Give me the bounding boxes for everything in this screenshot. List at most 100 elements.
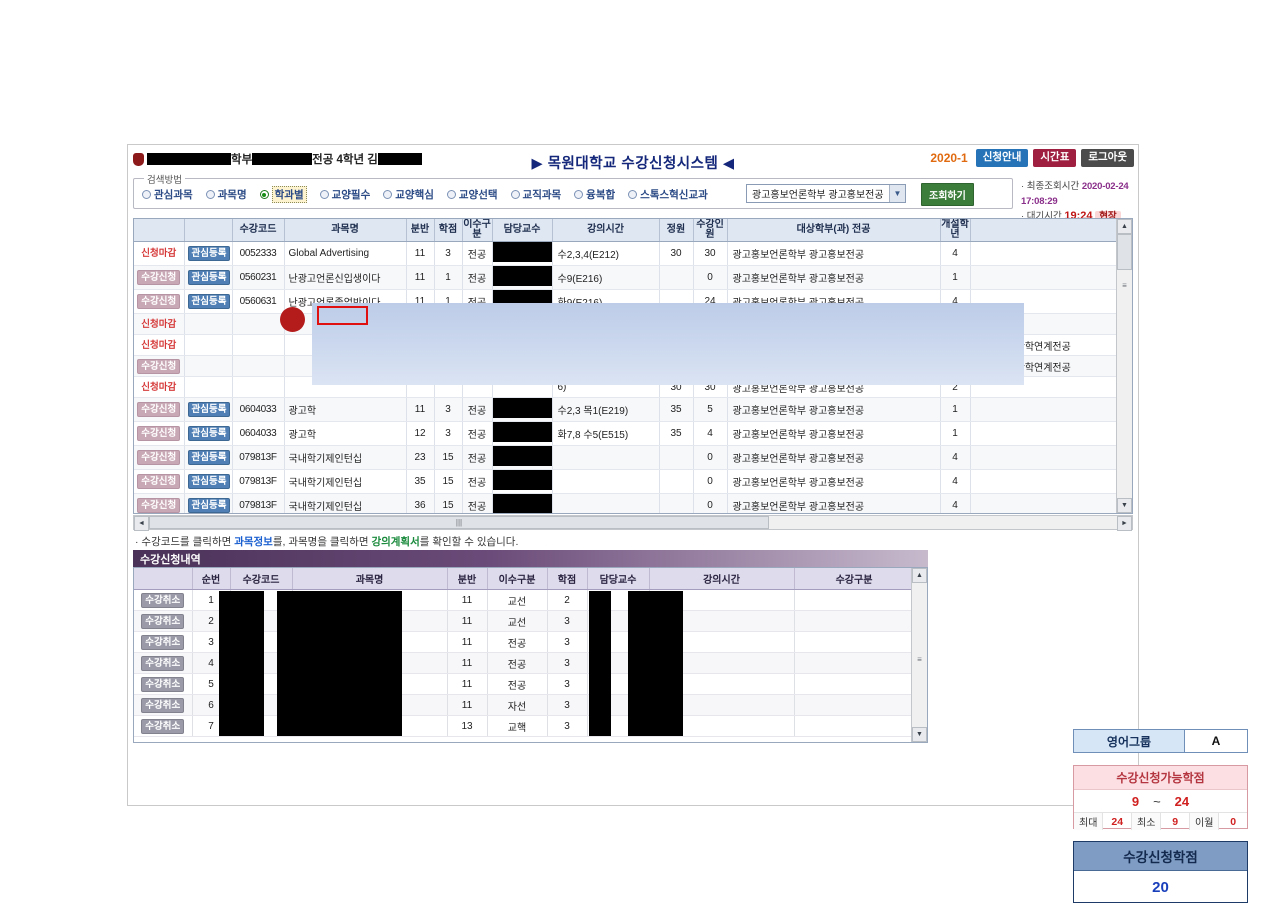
cell-cancel[interactable]: 수강취소 — [134, 610, 193, 632]
radio-option-gyoyangseontaek[interactable]: 교양선택 — [446, 187, 498, 202]
table-row[interactable]: 신청마감 9) 30 30 광고홍보언론학부 광고홍보전공 3 혁신전공-산학연계전공 — [134, 334, 1120, 356]
status-badge[interactable]: 신청마감 — [141, 381, 177, 393]
guide-button[interactable]: 신청안내 — [975, 149, 1029, 167]
cell-favorite[interactable] — [184, 355, 233, 377]
table-row[interactable]: 수강신청 관심등록 0604033 광고학 12 3 전공 화7,8 수5(E515) 35 4 광… — [134, 421, 1120, 446]
cell-code[interactable] — [232, 334, 285, 356]
cell-status[interactable]: 신청마감 — [134, 241, 185, 266]
radio-circle-icon[interactable] — [142, 190, 151, 199]
scrollbar-thumb[interactable] — [1117, 234, 1132, 270]
cell-status[interactable]: 수강신청 — [134, 421, 185, 446]
radio-option-yungbokhap[interactable]: 융복합 — [574, 187, 615, 202]
scroll-up-icon[interactable]: ▲ — [1117, 219, 1132, 234]
status-badge[interactable]: 수강신청 — [137, 270, 181, 285]
cell-status[interactable]: 신청마감 — [134, 313, 185, 335]
cell-code[interactable]: 079813F — [232, 493, 285, 513]
radio-circle-icon[interactable] — [574, 190, 584, 199]
cell-code[interactable]: 0604033 — [232, 421, 285, 446]
status-badge[interactable]: 수강신청 — [137, 402, 181, 417]
cancel-registration-button[interactable]: 수강취소 — [141, 676, 185, 692]
applied-vertical-scrollbar[interactable]: ▲ ≡ ▼ — [911, 568, 927, 742]
scroll-up-icon[interactable]: ▲ — [912, 568, 927, 583]
cell-status[interactable]: 수강신청 — [134, 445, 185, 470]
cell-subject[interactable] — [284, 334, 407, 356]
cell-status[interactable]: 수강신청 — [134, 397, 185, 422]
course-horizontal-scrollbar[interactable]: ◄ ||| ► — [133, 515, 1133, 531]
cell-status[interactable]: 수강신청 — [134, 493, 185, 513]
cell-subject[interactable]: Global Advertising — [284, 241, 407, 266]
chevron-down-icon[interactable]: ▼ — [889, 185, 905, 202]
cell-favorite[interactable]: 관심등록 — [184, 289, 233, 314]
radio-option-gyoyangpilsu[interactable]: 교양필수 — [319, 187, 370, 202]
radio-circle-icon[interactable] — [383, 190, 393, 199]
cell-code[interactable] — [232, 376, 285, 398]
cancel-registration-button[interactable]: 수강취소 — [141, 634, 185, 650]
cell-subject[interactable] — [284, 376, 407, 398]
radio-option-hakgwabyeol[interactable]: 학과별 — [259, 186, 307, 203]
cell-favorite[interactable]: 관심등록 — [184, 493, 233, 513]
scroll-left-icon[interactable]: ◄ — [134, 516, 149, 531]
cell-code[interactable]: 079813F — [232, 445, 285, 470]
cell-code[interactable]: 0560231 — [232, 265, 285, 290]
table-row[interactable]: 수강신청 관심등록 079813F 국내학기제인턴십 35 15 전공 0 광고홍보언론학부 광… — [134, 469, 1120, 494]
status-badge[interactable]: 수강신청 — [137, 358, 181, 374]
status-badge[interactable]: 신청마감 — [141, 318, 177, 330]
table-row[interactable]: 신청마감 관심등록 0052333 Global Advertising 11 3 전공 수2… — [134, 241, 1120, 266]
table-row[interactable]: 수강신청 관심등록 079813F 국내학기제인턴십 36 15 전공 0 광고홍보언론학부 광… — [134, 493, 1120, 513]
search-button[interactable]: 조회하기 — [921, 183, 974, 206]
cell-status[interactable]: 수강신청 — [134, 289, 185, 314]
radio-circle-icon[interactable] — [628, 190, 638, 199]
note-link-course-info[interactable]: 과목정보 — [234, 536, 273, 548]
cell-code[interactable]: 0560631 — [232, 289, 285, 314]
cell-status[interactable]: 수강신청 — [134, 469, 185, 494]
status-badge[interactable]: 수강신청 — [137, 426, 181, 441]
favorite-register-button[interactable]: 관심등록 — [187, 246, 231, 261]
cell-cancel[interactable]: 수강취소 — [134, 589, 193, 611]
cell-cancel[interactable]: 수강취소 — [134, 673, 193, 695]
cancel-registration-button[interactable]: 수강취소 — [141, 697, 185, 713]
status-badge[interactable]: 수강신청 — [137, 450, 181, 465]
favorite-register-button[interactable]: 관심등록 — [187, 402, 231, 417]
cell-code[interactable]: 079813F — [232, 469, 285, 494]
radio-circle-icon[interactable] — [205, 190, 215, 199]
favorite-register-button[interactable]: 관심등록 — [187, 270, 231, 285]
table-row[interactable]: 수강신청 관심등록 079813F 국내학기제인턴십 23 15 전공 0 광고홍보언론학부 광… — [134, 445, 1120, 470]
cell-code[interactable]: 0604033 — [232, 397, 285, 422]
scroll-down-icon[interactable]: ▼ — [912, 727, 927, 742]
cancel-registration-button[interactable]: 수강취소 — [141, 655, 185, 671]
cell-favorite[interactable]: 관심등록 — [184, 397, 233, 422]
cell-subject[interactable]: 국내학기제인턴십 — [284, 445, 407, 470]
cell-status[interactable]: 수강신청 — [134, 265, 185, 290]
radio-circle-icon[interactable] — [510, 190, 520, 199]
cell-cancel[interactable]: 수강취소 — [134, 652, 193, 674]
cell-favorite[interactable]: 관심등록 — [184, 421, 233, 446]
scroll-right-icon[interactable]: ► — [1117, 516, 1132, 531]
cell-status[interactable]: 신청마감 — [134, 334, 185, 356]
status-badge[interactable]: 신청마감 — [141, 248, 177, 259]
table-row[interactable]: 수강신청 관심등록 0560231 난광고언론신입생이다 11 1 전공 수9(E216) 0 광… — [134, 265, 1120, 290]
radio-option-gyoyanghaeksim[interactable]: 교양핵심 — [383, 187, 434, 202]
radio-option-stokes[interactable]: 스톡스혁신교과 — [628, 187, 708, 202]
status-badge[interactable]: 수강신청 — [137, 294, 181, 309]
radio-option-gwamokmyeong[interactable]: 과목명 — [205, 187, 247, 202]
cell-subject[interactable]: 난광고언론신입생이다 — [284, 265, 407, 290]
cell-cancel[interactable]: 수강취소 — [134, 631, 193, 653]
cell-code[interactable] — [232, 355, 285, 377]
cell-cancel[interactable]: 수강취소 — [134, 694, 193, 716]
status-badge[interactable]: 신청마감 — [141, 339, 177, 351]
cell-favorite[interactable]: 관심등록 — [184, 445, 233, 470]
cancel-registration-button[interactable]: 수강취소 — [141, 592, 185, 608]
cell-status[interactable]: 신청마감 — [134, 376, 185, 398]
cell-subject[interactable]: 국내학기제인턴십 — [284, 469, 407, 494]
cell-favorite[interactable] — [184, 334, 233, 356]
cell-subject[interactable] — [284, 355, 407, 377]
note-link-syllabus[interactable]: 강의계획서 — [371, 536, 420, 548]
search-mode-radio-group[interactable]: 관심과목 과목명 학과별 교양필수 교양핵심 교양선택 교직과목 융복합 스톡스… — [142, 186, 721, 203]
cell-favorite[interactable]: 관심등록 — [184, 241, 233, 266]
timetable-button[interactable]: 시간표 — [1033, 149, 1077, 167]
favorite-register-button[interactable]: 관심등록 — [187, 294, 231, 309]
table-row[interactable]: 수강신청 관심등록 0604033 광고학 11 3 전공 수2,3 목1(E219) 35 5 광… — [134, 397, 1120, 422]
cell-subject[interactable]: 국내학기제인턴십 — [284, 493, 407, 513]
status-badge[interactable]: 수강신청 — [137, 498, 181, 513]
radio-option-gyojikgwamok[interactable]: 교직과목 — [510, 187, 561, 202]
